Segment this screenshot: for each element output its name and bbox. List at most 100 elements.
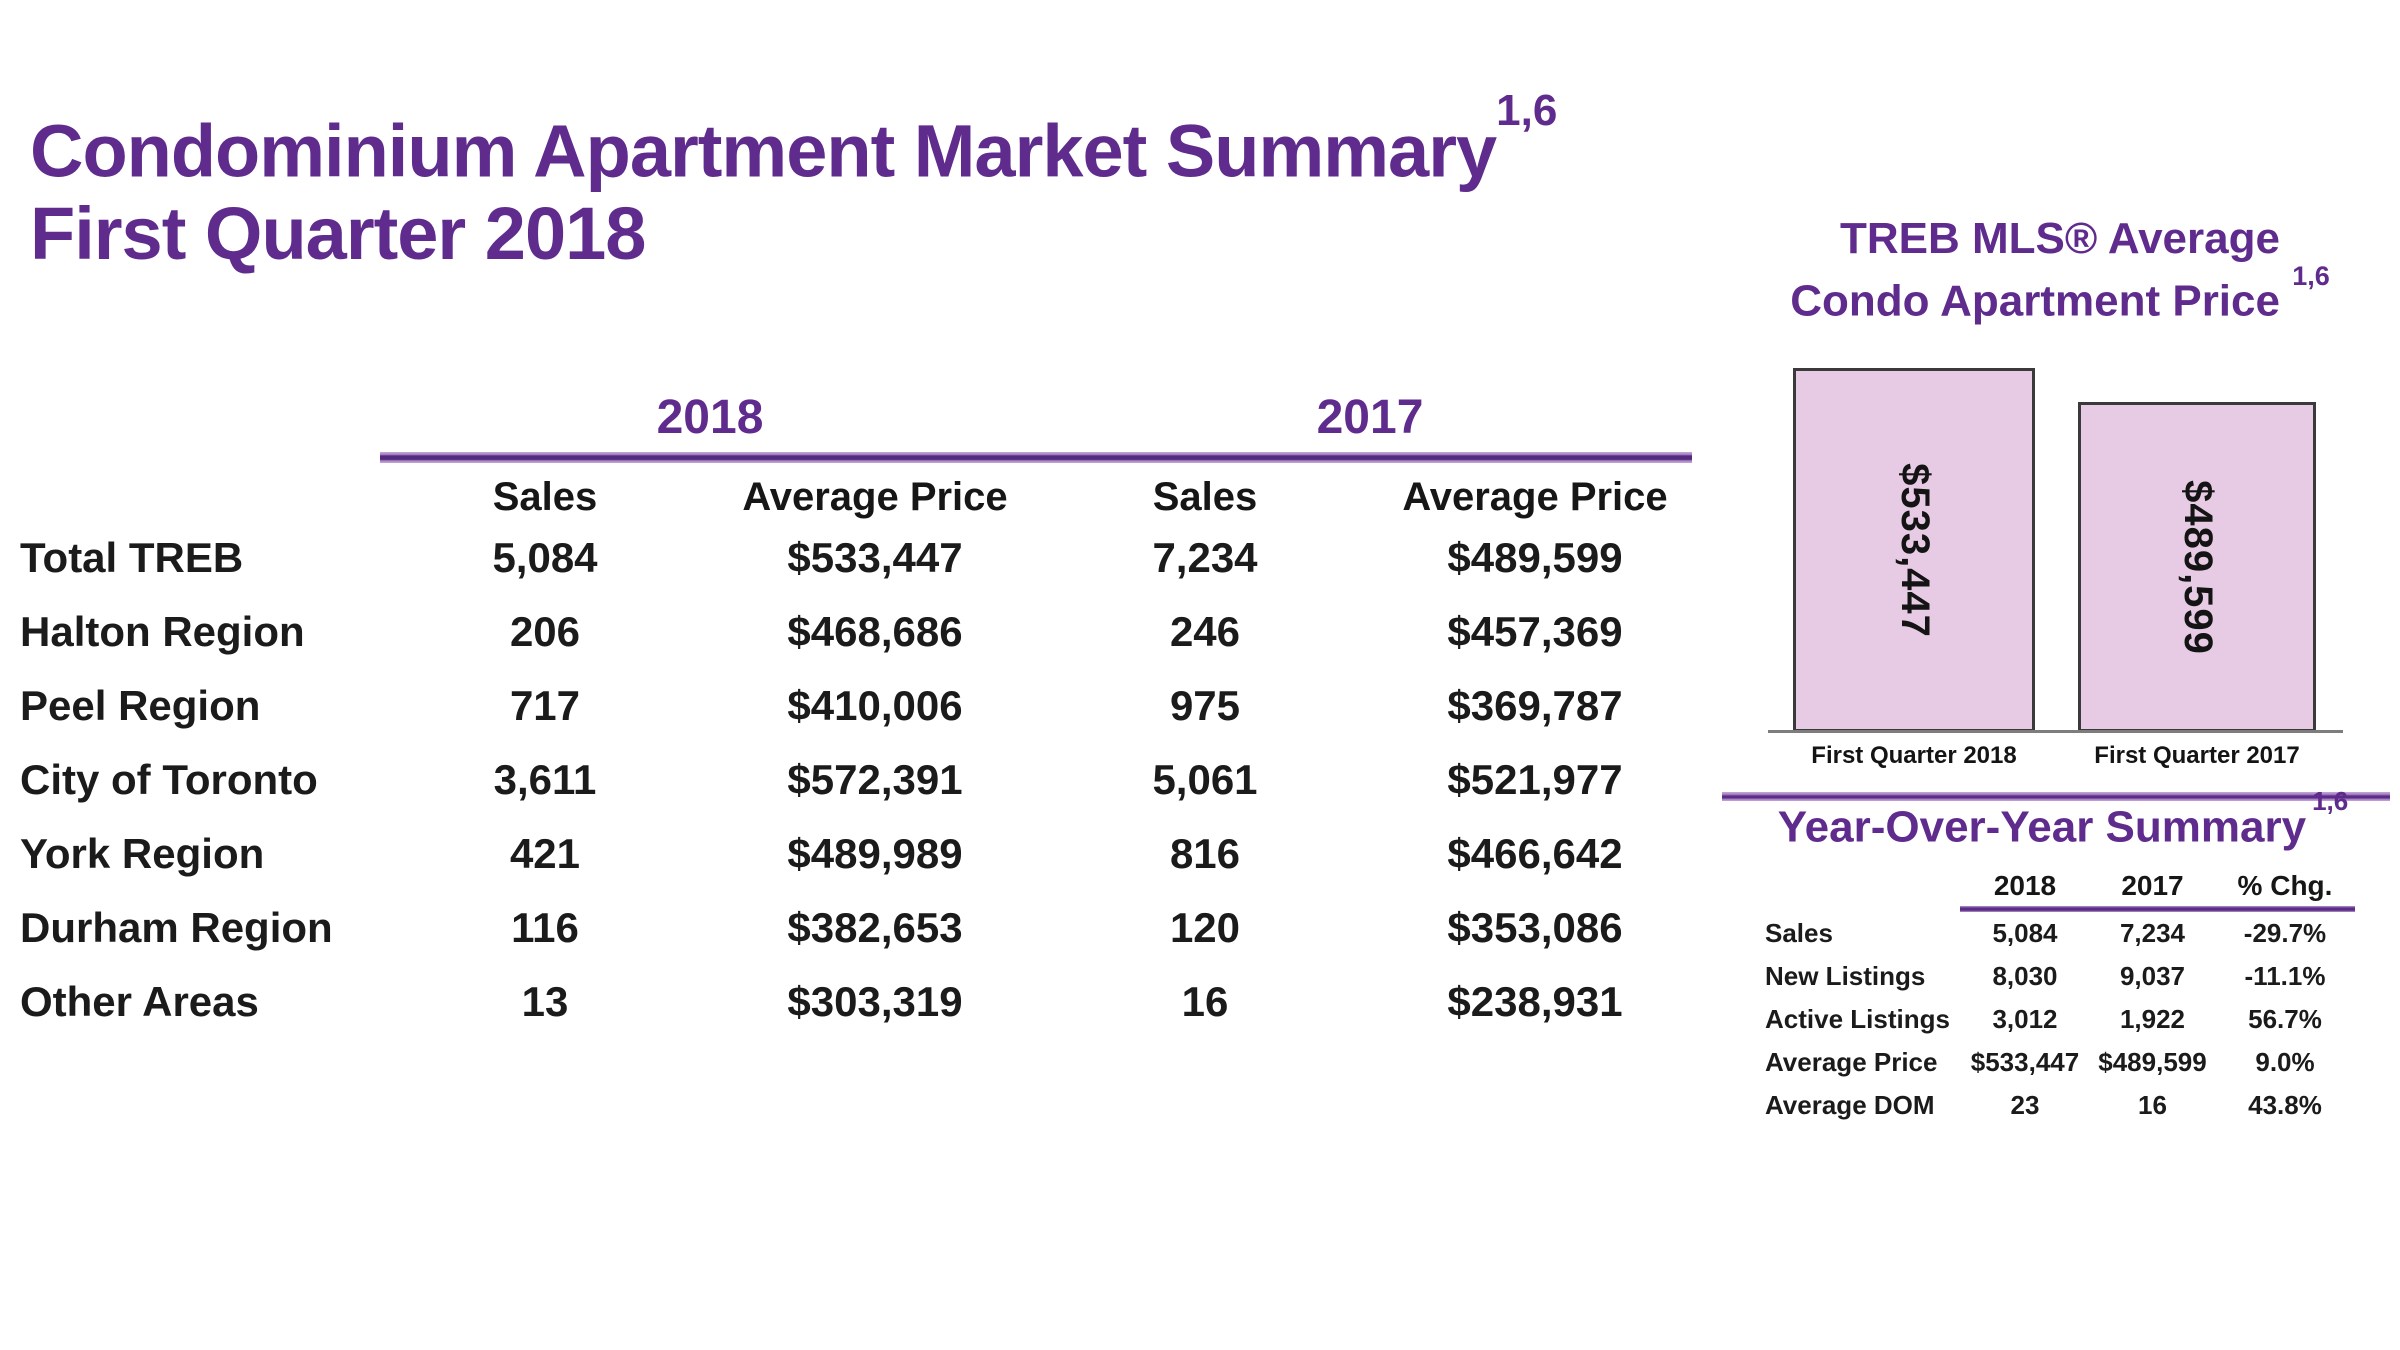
sales-2017-value: 816 xyxy=(1169,830,1241,877)
price-2018-value: $489,989 xyxy=(787,830,963,877)
sales-2017-value: 7,234 xyxy=(1152,534,1258,581)
yoy-title-superscript: 1,6 xyxy=(2312,786,2349,816)
bar-category-label: First Quarter 2018 xyxy=(1811,742,2017,769)
page-title: Condominium Apartment Market Summary1,6 … xyxy=(30,86,1557,275)
price-2018-value: $410,006 xyxy=(787,682,963,729)
price-2017-value: $353,086 xyxy=(1447,904,1623,951)
sales-2018-value: 717 xyxy=(509,682,581,729)
sales-2018-value: 13 xyxy=(521,978,569,1025)
year-header-2017: 2017 xyxy=(1316,391,1424,444)
sales-2018-value: 206 xyxy=(509,608,581,655)
price-2018-value: $468,686 xyxy=(787,608,963,655)
region-label: City of Toronto xyxy=(20,756,318,803)
price-2017-value: $457,369 xyxy=(1447,608,1623,655)
yoy-table: 2018 2017 % Chg. Sales 5,084 7,234 -29.7… xyxy=(1765,866,2355,1127)
col-header-price-2018: Average Price xyxy=(742,474,1008,519)
yoy-pct-chg-value: 56.7% xyxy=(2248,1004,2322,1034)
table-row: Durham Region 116 $382,653 120 $353,086 xyxy=(20,891,1700,965)
yoy-2017-value: 16 xyxy=(2138,1090,2167,1120)
bar-value-label: $533,447 xyxy=(1892,462,1937,638)
yoy-row: Sales 5,084 7,234 -29.7% xyxy=(1765,912,2355,955)
yoy-2018-value: 5,084 xyxy=(1992,918,2058,948)
yoy-row: Average Price $533,447 $489,599 9.0% xyxy=(1765,1041,2355,1084)
yoy-pct-chg-value: -11.1% xyxy=(2244,961,2326,991)
sales-2017-value: 246 xyxy=(1169,608,1241,655)
sales-2018-value: 421 xyxy=(509,830,581,877)
yoy-row-label: New Listings xyxy=(1765,961,1926,991)
yoy-header-row: 2018 2017 % Chg. xyxy=(1765,866,2355,906)
chart-title-line-2: Condo Apartment Price xyxy=(1790,276,2280,326)
sales-2018-value: 116 xyxy=(511,904,579,951)
price-2017-value: $466,642 xyxy=(1447,830,1623,877)
price-2017-value: $489,599 xyxy=(1447,534,1623,581)
bar-value-label: $489,599 xyxy=(2175,479,2220,655)
price-2018-value: $533,447 xyxy=(787,534,963,581)
col-header-price-2017: Average Price xyxy=(1402,474,1668,519)
table-row: Peel Region 717 $410,006 975 $369,787 xyxy=(20,669,1700,743)
region-label: York Region xyxy=(20,830,265,877)
chart-title-superscript: 1,6 xyxy=(2292,261,2330,291)
yoy-row-label: Average DOM xyxy=(1765,1090,1935,1120)
region-label: Durham Region xyxy=(20,904,333,951)
chart-x-axis xyxy=(1768,730,2343,733)
table-row: Other Areas 13 $303,319 16 $238,931 xyxy=(20,965,1700,1039)
table-header-rule xyxy=(380,452,1692,463)
chart-title-line-1: TREB MLS® Average xyxy=(1840,214,2280,263)
page-title-line-1: Condominium Apartment Market Summary xyxy=(30,109,1497,193)
yoy-2018-value: $533,447 xyxy=(1970,1047,2080,1077)
sales-2017-value: 975 xyxy=(1169,682,1241,729)
yoy-2018-value: 23 xyxy=(2010,1090,2040,1120)
price-2017-value: $238,931 xyxy=(1447,978,1623,1025)
price-2018-value: $303,319 xyxy=(787,978,963,1025)
bar-first-quarter-2018: $533,447 xyxy=(1793,368,2035,732)
column-header-row: Sales Average Price Sales Average Price xyxy=(20,463,1700,521)
region-label: Total TREB xyxy=(20,534,244,581)
sales-2017-value: 120 xyxy=(1169,904,1241,951)
page-title-line-2: First Quarter 2018 xyxy=(30,191,646,275)
yoy-row: Average DOM 23 16 43.8% xyxy=(1765,1084,2355,1127)
bar-first-quarter-2017: $489,599 xyxy=(2078,402,2316,732)
market-summary-table: 2018 2017 Sales Average Price Sales Aver… xyxy=(20,390,1700,1039)
yoy-title-text: Year-Over-Year Summary xyxy=(1777,802,2307,852)
col-header-sales-2017: Sales xyxy=(1152,474,1258,519)
region-label: Halton Region xyxy=(20,608,305,655)
region-label: Other Areas xyxy=(20,978,259,1025)
price-2017-value: $521,977 xyxy=(1447,756,1623,803)
chart-title: TREB MLS® Average Condo Apartment Price … xyxy=(1740,212,2380,328)
yoy-row: New Listings 8,030 9,037 -11.1% xyxy=(1765,955,2355,998)
yoy-2018-value: 3,012 xyxy=(1992,1004,2058,1034)
yoy-row-label: Sales xyxy=(1765,918,1833,948)
sales-2017-value: 16 xyxy=(1181,978,1229,1025)
yoy-2018-value: 8,030 xyxy=(1992,961,2058,991)
yoy-col-header-2018: 2018 xyxy=(1993,870,2057,901)
price-2018-value: $572,391 xyxy=(787,756,963,803)
year-header-2018: 2018 xyxy=(656,391,764,444)
year-header-row: 2018 2017 xyxy=(20,390,1700,452)
price-2018-value: $382,653 xyxy=(787,904,963,951)
yoy-2017-value: 1,922 xyxy=(2119,1004,2186,1034)
col-header-sales-2018: Sales xyxy=(492,474,598,519)
yoy-2017-value: $489,599 xyxy=(2098,1047,2207,1077)
yoy-col-header-2017: 2017 xyxy=(2121,870,2184,901)
yoy-pct-chg-value: 43.8% xyxy=(2248,1090,2322,1120)
table-row: Total TREB 5,084 $533,447 7,234 $489,599 xyxy=(20,521,1700,595)
region-label: Peel Region xyxy=(20,682,261,729)
table-row: Halton Region 206 $468,686 246 $457,369 xyxy=(20,595,1700,669)
bar-category-label: First Quarter 2017 xyxy=(2094,742,2300,769)
section-divider-rule xyxy=(1722,792,2390,801)
yoy-pct-chg-value: -29.7% xyxy=(2243,918,2327,948)
yoy-row: Active Listings 3,012 1,922 56.7% xyxy=(1765,998,2355,1041)
price-2017-value: $369,787 xyxy=(1447,682,1623,729)
yoy-2017-value: 9,037 xyxy=(2119,961,2186,991)
title-superscript: 1,6 xyxy=(1496,86,1558,135)
yoy-2017-value: 7,234 xyxy=(2119,918,2186,948)
yoy-row-label: Average Price xyxy=(1765,1047,1938,1077)
sales-2017-value: 5,061 xyxy=(1152,756,1258,803)
table-row: York Region 421 $489,989 816 $466,642 xyxy=(20,817,1700,891)
sales-2018-value: 5,084 xyxy=(492,534,598,581)
sales-2018-value: 3,611 xyxy=(493,756,597,803)
yoy-header-rule xyxy=(1960,906,2355,912)
yoy-col-header-pct-chg: % Chg. xyxy=(2237,870,2333,901)
yoy-title: Year-Over-Year Summary1,6 xyxy=(1730,786,2390,853)
yoy-pct-chg-value: 9.0% xyxy=(2255,1047,2315,1077)
